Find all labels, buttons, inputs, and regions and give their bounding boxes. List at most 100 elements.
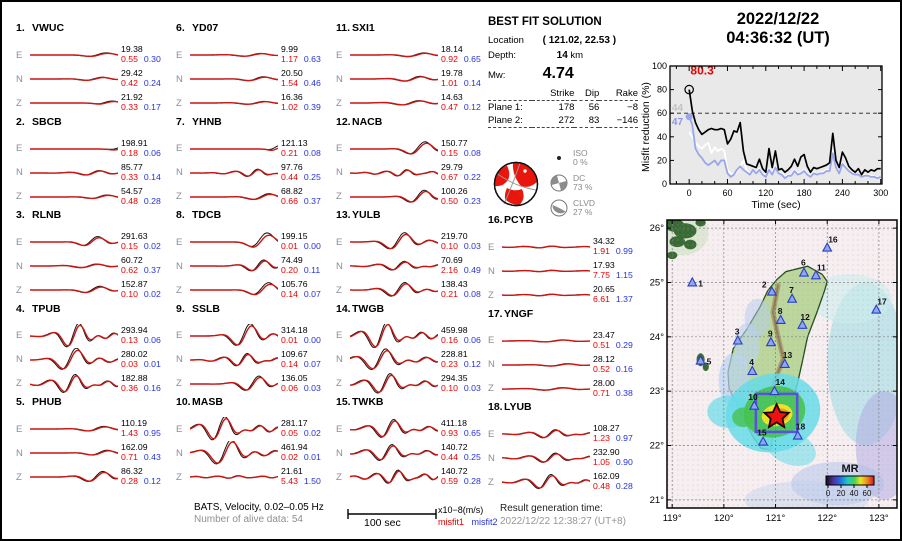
trace-row-SBCB-N: N 85.77 0.33 0.14 bbox=[16, 161, 174, 185]
station-panel-PHUB: 5. PHUB E 110.19 1.43 0.95 N 162.09 0.71 0.43 Z 86.… bbox=[16, 396, 174, 489]
component-label: Z bbox=[176, 378, 182, 389]
trace-values: 19.38 0.55 0.30 bbox=[121, 45, 161, 64]
misfit2-value: 0.12 bbox=[463, 102, 481, 112]
peak-amplitude: 110.19 bbox=[121, 418, 147, 429]
component-label: Z bbox=[176, 471, 182, 483]
trace-row-TWKB-E: E 411.18 0.93 0.65 bbox=[336, 417, 494, 441]
peak-amplitude: 280.02 bbox=[121, 348, 148, 359]
map-station-number-6: 6 bbox=[801, 258, 806, 268]
svg-text:80: 80 bbox=[657, 85, 667, 95]
misfit2-value: 0.03 bbox=[463, 241, 481, 251]
trace-row-YD07-N: N 20.50 1.54 0.46 bbox=[176, 67, 334, 91]
component-label: N bbox=[336, 354, 343, 365]
component-label: E bbox=[16, 330, 23, 341]
waveform-MASB-E bbox=[190, 417, 278, 441]
misfit2-value: 0.24 bbox=[143, 78, 161, 88]
trace-row-SBCB-E: E 198.91 0.18 0.06 bbox=[16, 137, 174, 161]
component-label: E bbox=[336, 49, 343, 61]
mw-value: 4.74 bbox=[542, 65, 574, 82]
trace-values: 18.14 0.92 0.65 bbox=[441, 45, 481, 64]
misfit2-value: 0.97 bbox=[615, 433, 633, 443]
misfit2-value: 0.99 bbox=[615, 246, 633, 256]
misfit1-value: 0.06 bbox=[281, 382, 298, 393]
misfit1-value: 0.10 bbox=[121, 289, 138, 299]
station-panel-TWGB: 14.TWGB E 459.98 0.16 0.06 N 228.81 0.23 0.12 Z 29… bbox=[336, 303, 494, 396]
trace-values: 19.78 1.01 0.14 bbox=[441, 69, 481, 88]
mechanism-area: ISO 0 % DC 73 % bbox=[488, 146, 648, 222]
misfit1-value: 0.14 bbox=[281, 289, 298, 299]
trace-values: 162.09 0.48 0.28 bbox=[593, 472, 633, 491]
station-title: 9. SSLB bbox=[176, 302, 221, 315]
waveform-PHUB-E bbox=[30, 425, 118, 432]
waveform-TWGB-Z bbox=[350, 372, 438, 394]
peak-amplitude: 60.72 bbox=[121, 255, 143, 266]
peak-amplitude: 68.82 bbox=[281, 185, 303, 196]
col-strike: Strike bbox=[532, 87, 575, 101]
misfit2-value: 0.23 bbox=[463, 195, 481, 206]
peak-amplitude: 17.93 bbox=[593, 260, 615, 271]
trace-values: 136.05 0.06 0.03 bbox=[281, 373, 321, 393]
time-scalebar bbox=[347, 509, 437, 519]
peak-amplitude: 29.79 bbox=[441, 161, 463, 172]
component-label: Z bbox=[336, 284, 342, 296]
svg-text:0: 0 bbox=[687, 188, 692, 198]
map-station-number-16: 16 bbox=[828, 235, 838, 245]
waveform-YHNB-E bbox=[190, 144, 278, 151]
location-row: Location ( 121.02, 22.53 ) bbox=[488, 35, 648, 46]
map-station-number-8: 8 bbox=[778, 306, 783, 316]
waveform-TPUB-N bbox=[30, 347, 118, 370]
map-station-triangle-10 bbox=[749, 400, 760, 410]
trace-row-PCYB-Z: Z 20.65 6.61 1.37 bbox=[488, 283, 646, 307]
component-label: E bbox=[336, 423, 343, 435]
focal-mechanism-beachball-icon bbox=[493, 161, 539, 207]
misfit2-value: 0.16 bbox=[615, 363, 633, 374]
station-panel-MASB: 10.MASB E 281.17 0.05 0.02 N 461.94 0.02 0.01 Z 21… bbox=[176, 396, 334, 489]
trace-row-VWUC-N: N 29.42 0.42 0.24 bbox=[16, 67, 174, 91]
map-lat-label: 26° bbox=[650, 223, 665, 234]
map-station-number-10: 10 bbox=[748, 392, 758, 402]
map-lon-label: 120° bbox=[714, 513, 734, 524]
misfit1-value: 1.43 bbox=[121, 428, 138, 438]
station-title: 5. PHUB bbox=[16, 396, 62, 408]
misfit1-value: 0.36 bbox=[121, 382, 138, 393]
misfit1-value: 0.67 bbox=[441, 171, 458, 182]
peak-amplitude: 108.27 bbox=[593, 423, 620, 434]
peak-amplitude: 152.87 bbox=[121, 279, 148, 290]
misfit1-value: 0.15 bbox=[441, 147, 458, 158]
waveform-YULB-Z bbox=[350, 281, 438, 297]
trace-values: 20.65 6.61 1.37 bbox=[593, 285, 633, 304]
svg-text:100: 100 bbox=[652, 61, 667, 71]
trace-row-PCYB-E: E 34.32 1.91 0.99 bbox=[488, 235, 646, 259]
component-label: E bbox=[176, 49, 183, 61]
trace-values: 140.72 0.44 0.25 bbox=[441, 443, 481, 462]
plane2-row: Plane 2: 272 83 −146 bbox=[488, 114, 638, 128]
trace-values: 140.72 0.59 0.28 bbox=[441, 467, 481, 486]
misfit2-value: 0.06 bbox=[143, 334, 161, 345]
waveform-SSLB-Z bbox=[190, 374, 278, 391]
misfit1-value: 0.18 bbox=[121, 147, 138, 158]
component-label: N bbox=[176, 167, 183, 178]
component-label: E bbox=[16, 236, 23, 248]
trace-values: 29.42 0.42 0.24 bbox=[121, 69, 161, 88]
waveform-TPUB-E bbox=[30, 323, 118, 347]
trace-row-LYUB-N: N 232.90 1.05 0.90 bbox=[488, 446, 646, 470]
component-label: N bbox=[176, 260, 183, 272]
misfit2-value: 0.12 bbox=[463, 358, 481, 369]
trace-values: 199.15 0.01 0.00 bbox=[281, 232, 321, 251]
component-label: Z bbox=[16, 97, 22, 109]
component-label: E bbox=[176, 143, 183, 154]
waveform-YNGF-E bbox=[502, 338, 590, 343]
station-panel-TPUB: 4. TPUB E 293.94 0.13 0.06 N 280.02 0.03 0.01 Z 182… bbox=[16, 303, 174, 396]
dc-row: DC 73 % bbox=[548, 171, 648, 195]
misfit1-value: 0.16 bbox=[441, 334, 458, 345]
component-label: Z bbox=[336, 191, 342, 202]
waveform-NACB-N bbox=[350, 168, 438, 177]
trace-row-SXI1-Z: Z 14.63 0.47 0.12 bbox=[336, 91, 494, 115]
misfit2-value: 0.43 bbox=[143, 452, 161, 462]
peak-amplitude: 70.69 bbox=[441, 255, 463, 266]
component-label: Z bbox=[176, 97, 182, 109]
peak-amplitude: 162.09 bbox=[121, 442, 148, 453]
map-station-triangle-14 bbox=[769, 385, 780, 396]
trace-row-MASB-N: N 461.94 0.02 0.01 bbox=[176, 441, 334, 465]
waveform-TWKB-Z bbox=[350, 469, 438, 484]
